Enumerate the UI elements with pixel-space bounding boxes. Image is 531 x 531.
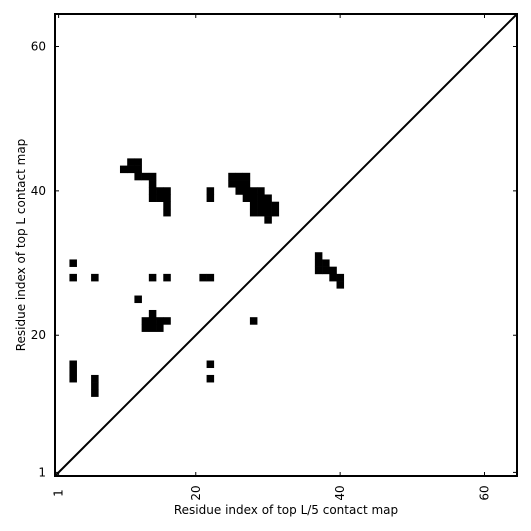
contact-cell	[336, 281, 345, 289]
contact-cell	[69, 259, 77, 267]
contact-cell	[249, 187, 258, 195]
contact-cell	[148, 324, 157, 332]
plot-frame	[54, 13, 518, 477]
contact-cell	[69, 374, 77, 383]
contact-cell	[206, 374, 215, 383]
contact-cell	[148, 309, 157, 318]
contact-cell	[314, 266, 323, 275]
contact-cell	[206, 360, 215, 369]
contact-cell	[69, 273, 77, 282]
contact-cell	[134, 165, 142, 174]
contact-cell	[156, 187, 164, 195]
contact-cell	[271, 201, 280, 210]
contact-cell	[148, 172, 157, 181]
contact-cell	[91, 273, 99, 282]
contact-cell	[148, 273, 157, 282]
contact-cell	[91, 374, 99, 383]
y-tick-label: 20	[31, 328, 46, 342]
contact-cell	[156, 317, 164, 325]
contact-cell	[91, 382, 99, 390]
x-axis-label: Residue index of top L/5 contact map	[174, 503, 398, 517]
contact-cell	[199, 273, 207, 282]
contact-cell	[206, 273, 215, 282]
contact-cell	[329, 266, 337, 275]
y-tick-label: 60	[31, 39, 46, 53]
contact-cell	[257, 208, 265, 217]
contact-cell	[69, 360, 77, 369]
contact-cell	[329, 273, 337, 282]
contact-cell	[264, 201, 272, 210]
contact-cell	[163, 194, 171, 202]
x-tick-label: 1	[52, 489, 66, 497]
contact-cell	[163, 273, 171, 282]
contact-cell	[148, 187, 157, 195]
contact-cell	[242, 194, 251, 202]
contact-cell	[91, 389, 99, 397]
contact-cell	[235, 172, 243, 181]
contact-cell	[127, 165, 135, 174]
contact-cell	[322, 259, 330, 267]
contact-cell	[242, 180, 251, 188]
contact-cell	[271, 208, 280, 217]
contact-cell	[148, 180, 157, 188]
contact-cell	[264, 208, 272, 217]
contact-cell	[249, 208, 258, 217]
contact-cell	[336, 273, 345, 282]
contact-cell	[69, 367, 77, 376]
contact-cell	[249, 201, 258, 210]
contact-cell	[242, 187, 251, 195]
contact-cell	[134, 158, 142, 166]
contact-cell	[206, 194, 215, 202]
y-tick-label: 1	[38, 465, 46, 479]
contact-cell	[228, 172, 236, 181]
contact-cell	[134, 295, 142, 304]
contact-cell	[249, 317, 258, 325]
contact-cell	[264, 216, 272, 224]
contact-cell	[141, 172, 150, 181]
contact-cell	[156, 324, 164, 332]
contact-cell	[228, 180, 236, 188]
contact-cell	[257, 194, 265, 202]
x-tick-label: 20	[189, 485, 203, 500]
contact-cell	[314, 259, 323, 267]
contact-cell	[141, 317, 150, 325]
y-axis-label: Residue index of top L contact map	[14, 139, 28, 352]
contact-cell	[127, 158, 135, 166]
contact-cell	[163, 187, 171, 195]
contact-cell	[206, 187, 215, 195]
contact-cell	[249, 194, 258, 202]
contact-cell	[235, 180, 243, 188]
contact-cell	[156, 194, 164, 202]
contact-cell	[119, 165, 128, 174]
diagonal-line	[54, 13, 518, 477]
contact-cell	[314, 252, 323, 260]
y-tick-label: 40	[31, 184, 46, 198]
contact-cell	[257, 201, 265, 210]
contact-cell	[235, 187, 243, 195]
contact-cell	[134, 172, 142, 181]
contact-cell	[148, 194, 157, 202]
axis-ticks: 1 20 40 60 1 20 40 60	[31, 14, 517, 501]
x-tick-label: 40	[333, 485, 347, 500]
contact-cells	[69, 158, 345, 397]
contact-cell	[257, 187, 265, 195]
contact-cell	[163, 317, 171, 325]
contact-cell	[264, 194, 272, 202]
contact-cell	[163, 201, 171, 210]
x-tick-label: 60	[478, 485, 492, 500]
contact-cell	[322, 266, 330, 275]
contact-cell	[148, 317, 157, 325]
contact-cell	[141, 324, 150, 332]
contact-cell	[242, 172, 251, 181]
contact-cell	[163, 208, 171, 217]
